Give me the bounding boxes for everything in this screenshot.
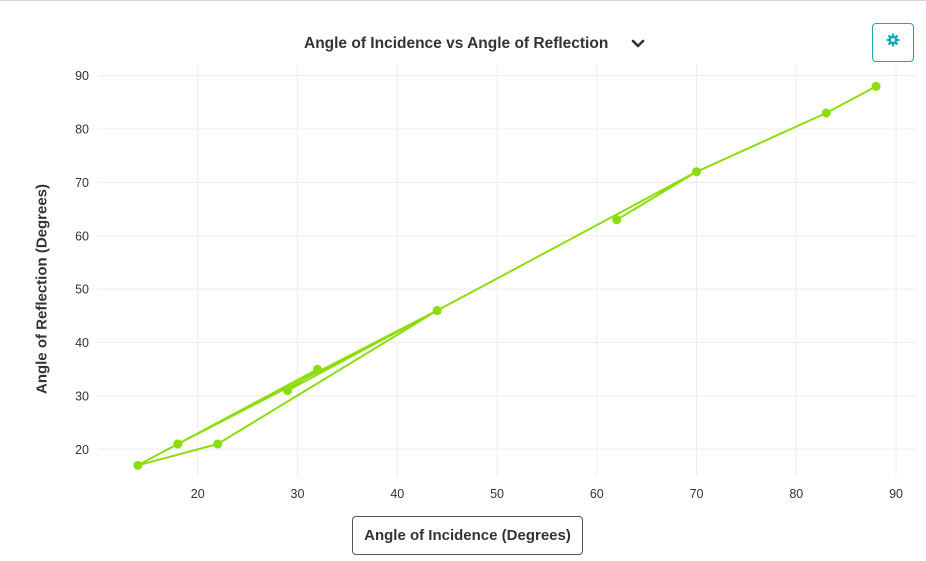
y-tick-label: 50 bbox=[75, 283, 89, 297]
y-axis-label: Angle of Reflection (Degrees) bbox=[33, 183, 51, 395]
x-axis-label-button[interactable]: Angle of Incidence (Degrees) bbox=[352, 516, 583, 555]
y-tick-label: 20 bbox=[75, 443, 89, 457]
x-tick-label: 80 bbox=[789, 487, 803, 501]
data-point[interactable] bbox=[692, 167, 702, 177]
data-point[interactable] bbox=[283, 386, 293, 396]
y-tick-label: 90 bbox=[75, 69, 89, 83]
data-point[interactable] bbox=[173, 439, 183, 449]
chevron-down-icon[interactable] bbox=[630, 36, 646, 52]
data-point[interactable] bbox=[213, 439, 223, 449]
chart-plot: 20 30 40 50 60 70 80 90 20 30 40 50 60 70 80 90 bbox=[75, 65, 916, 501]
x-tick-label: 50 bbox=[490, 487, 504, 501]
x-tick-label: 20 bbox=[191, 487, 205, 501]
chart-title: Angle of Incidence vs Angle of Reflectio… bbox=[304, 35, 609, 52]
data-point[interactable] bbox=[821, 108, 831, 118]
gear-icon bbox=[886, 33, 900, 52]
x-tick-label: 60 bbox=[590, 487, 604, 501]
y-tick-label: 60 bbox=[75, 229, 89, 243]
x-tick-label: 90 bbox=[889, 487, 903, 501]
y-tick-label: 70 bbox=[75, 176, 89, 190]
y-tick-label: 40 bbox=[75, 336, 89, 350]
data-point[interactable] bbox=[432, 306, 442, 316]
x-tick-label: 30 bbox=[291, 487, 305, 501]
data-point[interactable] bbox=[871, 81, 881, 91]
chart-title-row: Angle of Incidence vs Angle of Reflectio… bbox=[304, 33, 646, 55]
x-tick-label: 40 bbox=[390, 487, 404, 501]
y-tick-label: 80 bbox=[75, 123, 89, 137]
top-divider bbox=[0, 0, 926, 1]
series-line bbox=[136, 85, 877, 467]
data-point[interactable] bbox=[612, 215, 622, 225]
settings-button[interactable] bbox=[872, 23, 914, 62]
data-point[interactable] bbox=[312, 364, 322, 374]
x-tick-label: 70 bbox=[690, 487, 704, 501]
data-point[interactable] bbox=[133, 460, 143, 470]
y-tick-label: 30 bbox=[75, 389, 89, 403]
